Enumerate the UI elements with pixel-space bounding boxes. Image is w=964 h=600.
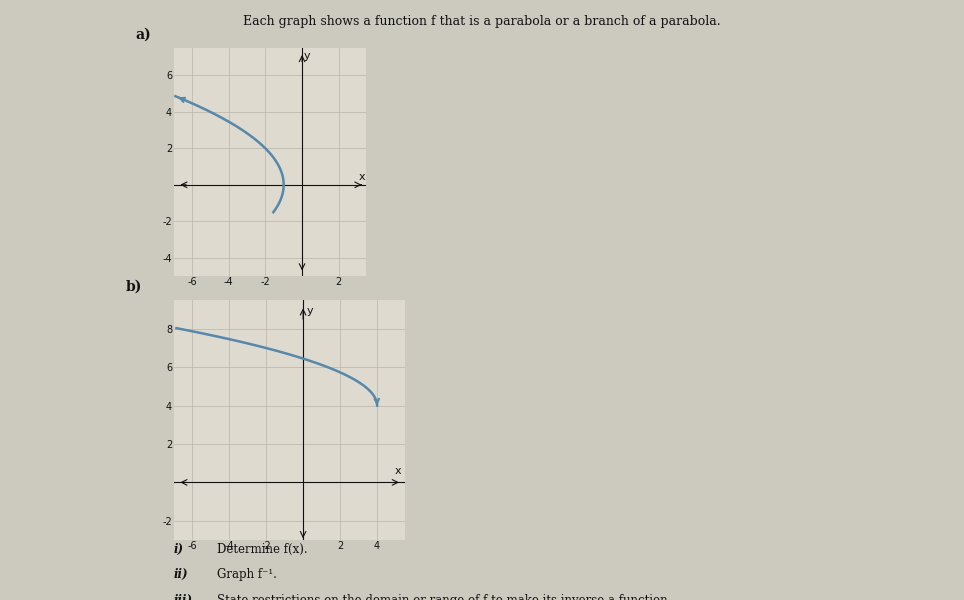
Text: ii): ii): [174, 568, 188, 581]
Text: Each graph shows a function f that is a parabola or a branch of a parabola.: Each graph shows a function f that is a …: [243, 15, 721, 28]
Text: y: y: [304, 51, 309, 61]
Text: Graph f⁻¹.: Graph f⁻¹.: [217, 568, 277, 581]
Text: i): i): [174, 542, 183, 556]
Text: a): a): [135, 28, 150, 42]
Text: x: x: [394, 466, 401, 476]
Text: State restrictions on the domain or range of f to make its inverse a function.: State restrictions on the domain or rang…: [217, 594, 671, 600]
Text: y: y: [307, 306, 313, 316]
Text: b): b): [125, 280, 142, 294]
Text: iii): iii): [174, 594, 193, 600]
Text: Determine f(x).: Determine f(x).: [217, 542, 308, 556]
Text: x: x: [359, 172, 365, 182]
